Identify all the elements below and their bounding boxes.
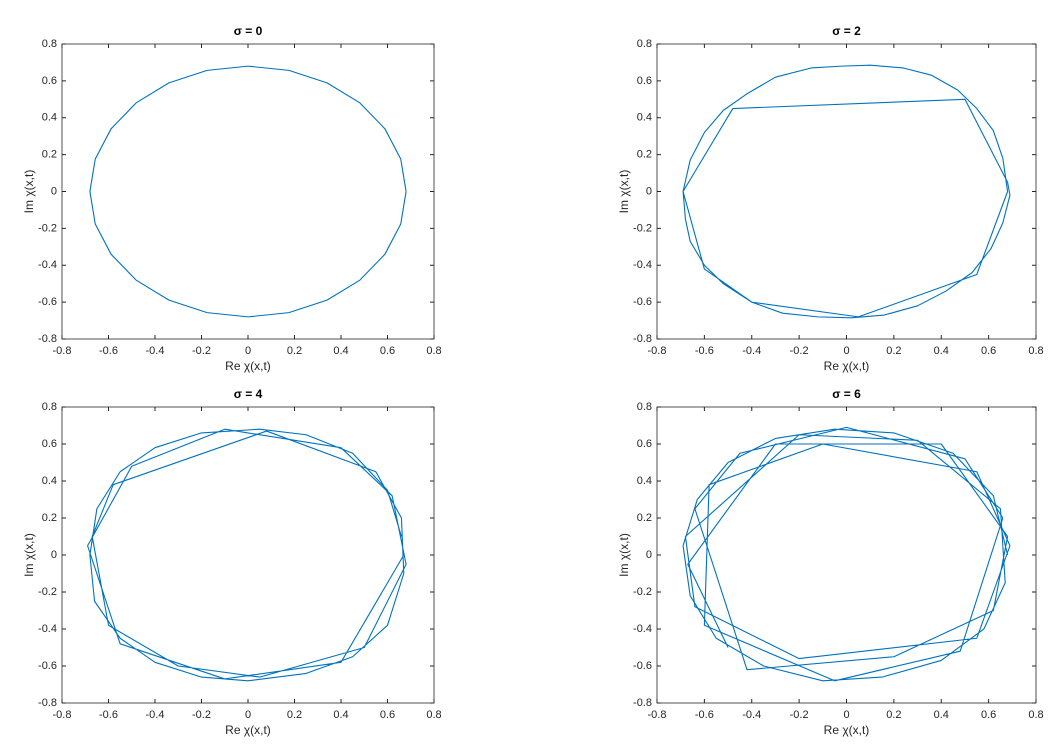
y-axis-label: Im χ(x,t) bbox=[617, 533, 631, 577]
y-tick-label: 0.8 bbox=[42, 38, 57, 50]
y-tick-label: -0.2 bbox=[38, 586, 57, 598]
y-tick-label: -0.2 bbox=[633, 222, 652, 234]
x-tick-label: -0.8 bbox=[648, 345, 667, 357]
data-line bbox=[682, 426, 1011, 682]
x-tick-label: 0 bbox=[245, 345, 251, 357]
axes-box bbox=[656, 406, 1037, 704]
y-tick-label: 0 bbox=[51, 549, 57, 561]
x-tick-label: 0 bbox=[843, 709, 849, 721]
chart-title: σ = 2 bbox=[832, 24, 861, 38]
y-tick-label: -0.6 bbox=[633, 660, 652, 672]
y-tick-label: -0.6 bbox=[38, 296, 57, 308]
x-tick-label: 0 bbox=[245, 709, 251, 721]
x-tick-label: -0.8 bbox=[53, 345, 72, 357]
x-tick-label: 0.2 bbox=[287, 345, 302, 357]
axes-box bbox=[656, 43, 1037, 340]
x-tick-label: -0.4 bbox=[146, 345, 165, 357]
x-tick-label: -0.6 bbox=[99, 709, 118, 721]
y-tick-label: -0.6 bbox=[38, 660, 57, 672]
x-tick-label: 0 bbox=[843, 345, 849, 357]
y-tick-label: -0.8 bbox=[633, 697, 652, 709]
x-axis-label: Re χ(x,t) bbox=[225, 359, 271, 373]
x-tick-label: 0.8 bbox=[426, 709, 441, 721]
x-tick-label: 0.6 bbox=[981, 345, 996, 357]
y-tick-label: 0 bbox=[646, 549, 652, 561]
x-tick-label: 0.8 bbox=[1028, 345, 1043, 357]
y-tick-label: -0.8 bbox=[38, 333, 57, 345]
x-tick-label: 0.2 bbox=[886, 345, 901, 357]
x-tick-label: -0.8 bbox=[648, 709, 667, 721]
chart-title: σ = 6 bbox=[832, 387, 861, 401]
x-tick-label: 0.4 bbox=[934, 709, 949, 721]
x-tick-label: -0.4 bbox=[742, 345, 761, 357]
x-tick-label: 0.2 bbox=[287, 709, 302, 721]
y-tick-label: -0.4 bbox=[38, 259, 57, 271]
y-tick-label: -0.4 bbox=[38, 623, 57, 635]
y-tick-label: 0.8 bbox=[637, 38, 652, 50]
y-tick-label: 0.6 bbox=[42, 438, 57, 450]
x-tick-label: 0.8 bbox=[1028, 709, 1043, 721]
y-tick-label: 0 bbox=[646, 185, 652, 197]
x-tick-label: 0.4 bbox=[934, 345, 949, 357]
data-line bbox=[87, 428, 407, 682]
y-tick-label: -0.4 bbox=[633, 259, 652, 271]
chart-title: σ = 0 bbox=[234, 24, 263, 38]
y-tick-label: -0.2 bbox=[633, 586, 652, 598]
y-tick-label: -0.2 bbox=[38, 222, 57, 234]
x-tick-label: -0.2 bbox=[192, 709, 211, 721]
y-tick-label: 0.6 bbox=[42, 75, 57, 87]
y-tick-label: 0.4 bbox=[42, 112, 57, 124]
data-line bbox=[89, 65, 407, 318]
y-tick-label: 0.4 bbox=[637, 475, 652, 487]
x-tick-label: 0.4 bbox=[333, 345, 348, 357]
x-axis-label: Re χ(x,t) bbox=[225, 723, 271, 737]
y-tick-label: 0.8 bbox=[42, 401, 57, 413]
x-tick-label: 0.4 bbox=[333, 709, 348, 721]
y-tick-label: -0.6 bbox=[633, 296, 652, 308]
x-tick-label: 0.2 bbox=[886, 709, 901, 721]
x-tick-label: -0.6 bbox=[695, 345, 714, 357]
x-tick-label: -0.2 bbox=[790, 709, 809, 721]
axes-box bbox=[61, 43, 435, 340]
x-tick-label: -0.8 bbox=[53, 709, 72, 721]
axes-box bbox=[61, 406, 435, 704]
x-axis-label: Re χ(x,t) bbox=[824, 359, 870, 373]
y-tick-label: 0.2 bbox=[637, 149, 652, 161]
y-tick-label: 0.2 bbox=[42, 149, 57, 161]
y-tick-label: 0.2 bbox=[42, 512, 57, 524]
x-tick-label: -0.6 bbox=[695, 709, 714, 721]
x-tick-label: 0.8 bbox=[426, 345, 441, 357]
y-tick-label: 0.2 bbox=[637, 512, 652, 524]
y-tick-label: 0.4 bbox=[42, 475, 57, 487]
x-tick-label: 0.6 bbox=[380, 709, 395, 721]
y-tick-label: 0.4 bbox=[637, 112, 652, 124]
y-tick-label: 0.8 bbox=[637, 401, 652, 413]
x-tick-label: -0.4 bbox=[146, 709, 165, 721]
y-tick-label: 0 bbox=[51, 185, 57, 197]
x-tick-label: -0.6 bbox=[99, 345, 118, 357]
x-axis-label: Re χ(x,t) bbox=[824, 723, 870, 737]
y-tick-label: -0.4 bbox=[633, 623, 652, 635]
y-tick-label: -0.8 bbox=[633, 333, 652, 345]
y-tick-label: 0.6 bbox=[637, 75, 652, 87]
data-line bbox=[682, 64, 1011, 319]
y-axis-label: Im χ(x,t) bbox=[617, 170, 631, 214]
x-tick-label: -0.2 bbox=[192, 345, 211, 357]
x-tick-label: -0.2 bbox=[790, 345, 809, 357]
x-tick-label: 0.6 bbox=[981, 709, 996, 721]
y-axis-label: Im χ(x,t) bbox=[22, 170, 36, 214]
chart-title: σ = 4 bbox=[234, 387, 263, 401]
x-tick-label: 0.6 bbox=[380, 345, 395, 357]
y-axis-label: Im χ(x,t) bbox=[22, 533, 36, 577]
y-tick-label: -0.8 bbox=[38, 697, 57, 709]
x-tick-label: -0.4 bbox=[742, 709, 761, 721]
y-tick-label: 0.6 bbox=[637, 438, 652, 450]
